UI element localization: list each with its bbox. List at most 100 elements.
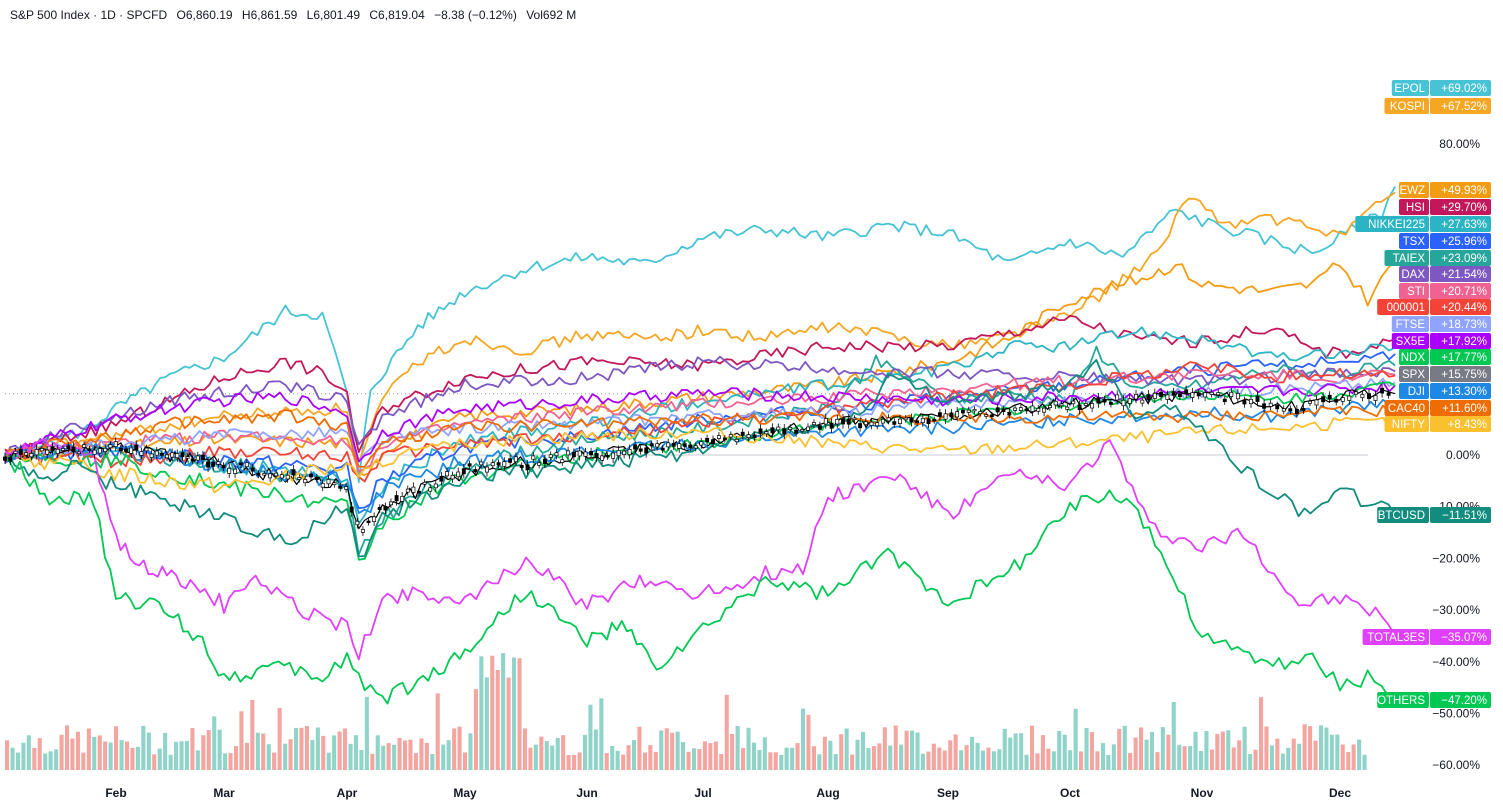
y-axis[interactable]: 80.00%60.00%40.00%20.00%10.00%0.00%10.00… <box>1432 137 1480 772</box>
badge-nifty: NIFTY +8.43% <box>1384 416 1491 432</box>
candle-body <box>800 429 805 432</box>
volume-bar <box>599 698 604 770</box>
candle-body <box>858 423 863 429</box>
candle-body <box>76 451 81 454</box>
volume-bar <box>1144 739 1149 770</box>
badge-value: +13.30% <box>1441 386 1487 398</box>
candle-body <box>622 450 627 455</box>
volume-bar <box>1100 743 1105 770</box>
candle-body <box>937 412 942 417</box>
volume-bar <box>942 750 947 770</box>
candle-body <box>949 412 954 418</box>
volume-bar <box>893 725 898 770</box>
volume-bar <box>910 730 915 770</box>
candle-body <box>823 418 828 425</box>
badge-name: STI <box>1407 286 1425 298</box>
candle-body <box>960 409 965 414</box>
candle-body <box>360 529 365 533</box>
candle-body <box>297 477 302 480</box>
volume-bar <box>1220 731 1225 770</box>
volume-bar <box>446 740 451 770</box>
volume-bar <box>964 745 969 770</box>
volume-bar <box>130 747 135 770</box>
badge-sx5e: SX5E +17.92% <box>1391 333 1491 349</box>
candle-body <box>200 454 205 461</box>
candle-body <box>394 495 399 502</box>
badge-value: +17.77% <box>1441 352 1487 364</box>
volume-bar <box>223 753 228 770</box>
candle-body <box>892 421 897 425</box>
candle-body <box>1065 406 1070 410</box>
volume-bar <box>490 655 495 770</box>
volume-bar <box>168 754 173 770</box>
candle-body <box>250 467 255 472</box>
badge-dax: DAX +21.54% <box>1399 266 1491 282</box>
volume-bar <box>381 745 386 770</box>
badge-000001: 000001 +20.44% <box>1377 299 1491 315</box>
candle-body <box>108 444 113 449</box>
candle-body <box>972 408 977 412</box>
candle-body <box>377 507 382 511</box>
volume-bar <box>1062 734 1067 770</box>
volume-bar <box>1231 747 1236 770</box>
volume-bar <box>659 730 664 770</box>
candle-body <box>1242 400 1247 405</box>
badge-value: −47.20% <box>1441 695 1487 707</box>
volume-bar <box>784 747 789 770</box>
volume-bar <box>1002 728 1007 770</box>
volume-bar <box>686 751 691 770</box>
candle-body <box>422 481 427 485</box>
x-axis[interactable]: Feb Mar Apr May Jun Jul Aug Sep Oct Nov Dec <box>105 786 1351 800</box>
candle-body <box>880 418 885 424</box>
badge-name: SX5E <box>1396 336 1426 348</box>
volume-bar <box>882 727 887 770</box>
volume-bar <box>833 754 838 770</box>
volume-bar <box>59 734 64 770</box>
volume-bar <box>419 738 424 770</box>
volume-bar <box>97 735 102 770</box>
volume-bar <box>1297 743 1302 770</box>
candle-body <box>39 448 44 452</box>
candle-body <box>995 407 1000 413</box>
candle-body <box>1140 399 1145 404</box>
volume-bar <box>239 711 244 770</box>
candle-body <box>1196 392 1201 397</box>
volume-bar <box>768 752 773 770</box>
volume-bar <box>1128 752 1133 770</box>
volume-bar <box>1019 733 1024 770</box>
volume-bar <box>174 741 179 770</box>
candle-body <box>863 421 868 426</box>
volume-bar <box>48 751 53 770</box>
volume-bar <box>692 748 697 770</box>
candle-body <box>666 442 671 448</box>
volume-bar <box>555 737 560 770</box>
x-tick-label: Mar <box>213 786 235 800</box>
volume-bar <box>991 751 996 770</box>
badge-name: NDX <box>1401 352 1426 364</box>
y-tick-label: −60.00% <box>1432 758 1480 772</box>
volume-bar <box>217 729 222 770</box>
series-line-others <box>4 458 1396 705</box>
volume-bar <box>572 754 577 770</box>
candle-body <box>1146 394 1151 401</box>
candle-body <box>633 444 638 450</box>
candle-body <box>1327 394 1332 400</box>
candle-body <box>124 448 128 452</box>
volume-bar <box>413 753 418 770</box>
candle-body <box>113 441 118 447</box>
symbol-label[interactable]: S&P 500 Index · 1D · SPCFD <box>10 8 168 22</box>
candle-body <box>1053 400 1058 406</box>
volume-bar <box>1035 753 1040 770</box>
badge-value: +8.43% <box>1448 419 1487 431</box>
candle-body <box>583 451 588 457</box>
volume-bar <box>1133 737 1138 770</box>
series-line-nifty <box>4 416 1396 494</box>
badge-ewz: EWZ +49.93% <box>1399 182 1491 198</box>
candle-body <box>159 452 164 456</box>
badge-name: KOSPI <box>1390 101 1425 113</box>
badge-total3es: TOTAL3ES −35.07% <box>1362 629 1491 645</box>
volume-bar <box>533 744 538 770</box>
candle-body <box>326 479 331 485</box>
x-tick-label: Jun <box>576 786 597 800</box>
